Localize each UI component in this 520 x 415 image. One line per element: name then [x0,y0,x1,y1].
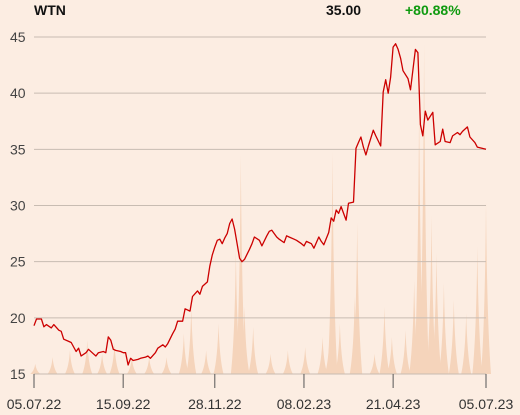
volume-bar [30,363,41,374]
volume-bar [282,350,293,374]
volume-bar [265,353,276,374]
y-tick-label: 40 [10,85,26,101]
volume-bar [369,353,380,374]
x-tick-label: 15.09.22 [96,396,151,412]
volume-bar [235,154,246,374]
x-tick-label: 21.04.23 [366,396,421,412]
x-tick-label: 08.02.23 [277,396,332,412]
volume-bar [126,357,137,374]
y-tick-label: 45 [10,29,26,45]
x-tick-label: 05.07.23 [459,396,514,412]
price-change-percent: +80.88% [405,2,461,18]
volume-bar [64,350,75,374]
volume-bar [431,252,442,374]
volume-bar [239,306,250,374]
volume-bar [334,323,345,374]
volume-bar [448,299,459,374]
volume-bar [144,357,155,374]
ticker-symbol: WTN [34,2,66,18]
volume-bar [317,336,328,374]
x-tick-label: 28.11.22 [188,396,242,412]
y-tick-label: 15 [10,366,26,382]
volume-bar [47,357,58,374]
price-line [33,43,487,366]
y-tick-label: 35 [10,141,26,157]
volume-bar [213,323,224,374]
volume-bar [426,215,437,374]
volume-bar [82,340,93,374]
volume-bar [161,357,172,374]
y-tick-label: 30 [10,198,26,214]
volume-bar [419,43,430,375]
volume-bar [109,343,120,374]
volume-bar [472,245,483,374]
last-price: 35.00 [326,2,362,18]
volume-bar [379,306,390,374]
volume-bar [400,330,411,374]
volume-bar [327,151,338,374]
volume-bar [186,306,197,374]
y-tick-label: 25 [10,254,26,270]
x-tick-label: 05.07.22 [7,396,62,412]
y-tick-label: 20 [10,310,26,326]
volume-bar [386,336,397,374]
volume-bar [461,313,472,374]
volume-bar [178,333,189,374]
volume-bar [352,222,363,374]
volume-bar [438,283,449,374]
volume-bar [481,202,491,374]
volume-bar [248,326,259,374]
volume-bar [97,353,108,374]
volume-bar [300,347,311,374]
volume-bar [201,350,212,374]
